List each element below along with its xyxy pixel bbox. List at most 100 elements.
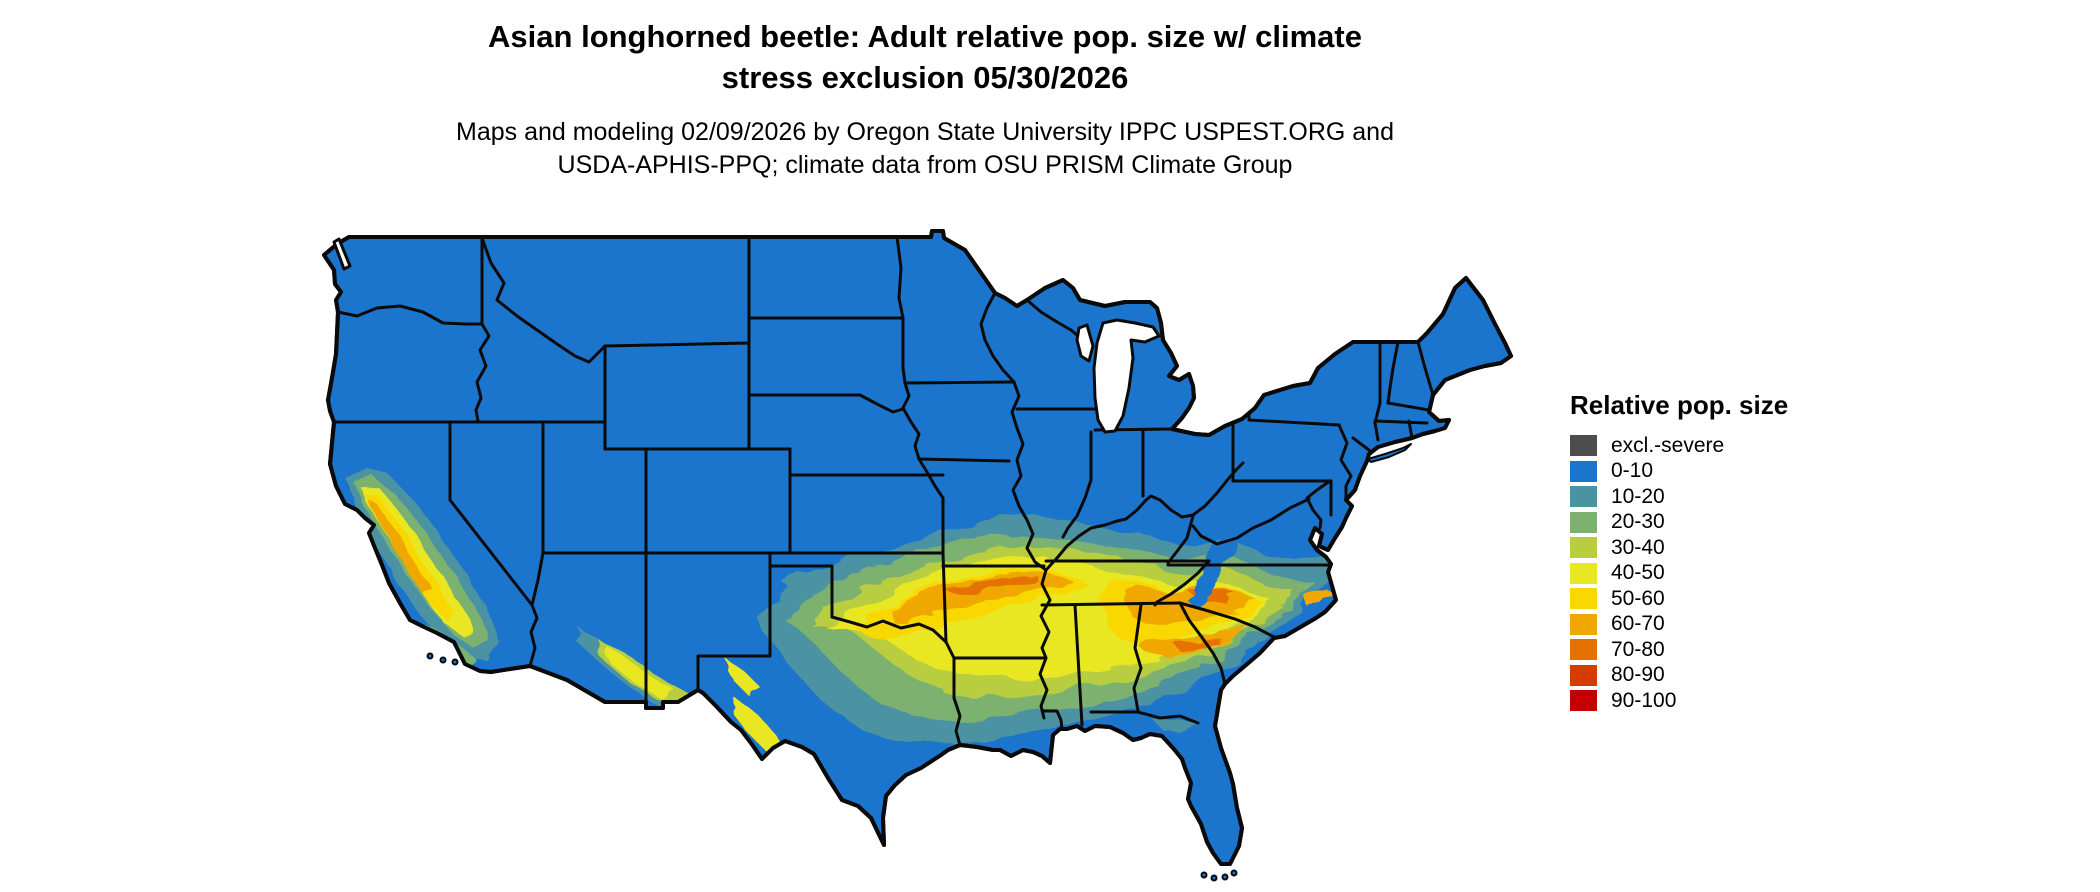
legend-entry: excl.-severe	[1570, 433, 1830, 459]
border-ms-al	[1073, 603, 1084, 727]
band-newmexico-streak	[725, 658, 761, 696]
border-mn-wi	[979, 291, 1016, 384]
legend-entry-label: 40-50	[1611, 561, 1665, 585]
subtitle-line-2: USDA-APHIS-PPQ; climate data from OSU PR…	[557, 151, 1293, 179]
florida-keys-island	[1230, 869, 1238, 877]
border-nh-ma	[1386, 401, 1431, 412]
green-bay	[1075, 323, 1095, 363]
border-nc-sc	[1178, 601, 1276, 639]
legend-entry-label: 50-60	[1611, 586, 1665, 610]
great-lakes	[332, 237, 1161, 434]
border-ky-va	[1166, 514, 1195, 565]
band-70-80-georgia	[1173, 638, 1223, 650]
channel-island	[426, 652, 434, 660]
border-ok-panhandle	[768, 551, 834, 619]
legend-entry-label: 70-80	[1611, 637, 1665, 661]
legend-entry: 90-100	[1570, 688, 1830, 714]
band-north-florida	[1153, 717, 1197, 730]
state-borders	[332, 235, 1435, 747]
border-il-in	[1061, 430, 1093, 539]
border-missouri-river	[901, 381, 945, 500]
title-line-1: Asian longhorned beetle: Adult relative …	[488, 19, 1362, 54]
legend-title: Relative pop. size	[1570, 390, 1789, 420]
legend-entry: 30-40	[1570, 535, 1830, 561]
legend-entry-label: 30-40	[1611, 535, 1665, 559]
legend-swatch	[1570, 690, 1597, 712]
border-nv-az	[530, 551, 545, 607]
band-arizona-yellow	[605, 644, 677, 700]
band-california-orange	[369, 500, 431, 594]
band-60-70-hatteras	[1307, 590, 1335, 608]
us-map-graphic	[322, 229, 1513, 882]
subtitle-line-1: Maps and modeling 02/09/2026 by Oregon S…	[456, 118, 1394, 146]
border-ga-sc	[1178, 601, 1227, 686]
title-line-2: stress exclusion 05/30/2026	[721, 60, 1129, 95]
legend-entry-label: 60-70	[1611, 612, 1665, 636]
border-potomac	[1305, 479, 1332, 530]
border-or-id	[474, 322, 491, 423]
channel-island	[439, 656, 447, 664]
figure-title: Asian longhorned beetle: Adult relative …	[0, 16, 1850, 98]
border-ca-nv	[448, 420, 539, 668]
puget-sound	[332, 237, 352, 271]
legend-swatch	[1570, 435, 1597, 457]
band-70-80-oklahoma	[945, 576, 1041, 596]
legend-entry: 70-80	[1570, 637, 1830, 663]
us-outline	[322, 229, 1513, 866]
legend-entry: 50-60	[1570, 586, 1830, 612]
lake-michigan	[1092, 318, 1161, 434]
band-60-70-oklahoma	[890, 572, 1071, 624]
legend-entry-label: excl.-severe	[1611, 433, 1725, 457]
map-legend: Relative pop. size excl.-severe 0-10 10-20…	[1570, 390, 1830, 714]
border-wa-or	[336, 304, 484, 326]
long-island	[1367, 443, 1412, 463]
border-wv-va	[1191, 497, 1311, 546]
legend-entries: excl.-severe 0-10 10-20 20-30 30-40 40-50 50-6…	[1570, 433, 1830, 714]
border-ks-ok-mo-east	[941, 496, 948, 644]
legend-swatch	[1570, 486, 1597, 508]
channel-island	[451, 658, 459, 666]
legend-swatch	[1570, 664, 1597, 686]
islands	[426, 443, 1412, 882]
legend-entry-label: 10-20	[1611, 484, 1665, 508]
border-lat35	[1040, 601, 1182, 607]
border-ma-ct-ri	[1373, 419, 1429, 425]
legend-entry: 20-30	[1570, 510, 1830, 536]
border-ct-ri	[1407, 419, 1414, 440]
legend-swatch	[1570, 588, 1597, 610]
border-sd-ne	[747, 393, 905, 414]
border-red-river	[830, 615, 948, 644]
border-mn-west	[895, 235, 907, 385]
border-mn-ia	[903, 380, 1016, 385]
legend-swatch	[1570, 562, 1597, 584]
florida-keys-island	[1200, 871, 1208, 879]
legend-swatch	[1570, 537, 1597, 559]
border-fl-north	[1089, 710, 1200, 725]
border-ny-ma-ct	[1373, 401, 1382, 442]
florida-keys-island	[1210, 874, 1218, 882]
border-ohio-river	[1044, 461, 1245, 572]
legend-swatch	[1570, 511, 1597, 533]
border-pa-nj	[1337, 423, 1353, 502]
us-population-map	[305, 228, 1545, 888]
border-me-nh	[1416, 340, 1435, 397]
legend-entry: 10-20	[1570, 484, 1830, 510]
band-appalachian-blue	[1189, 533, 1235, 610]
band-bigbend-yellow	[735, 698, 783, 752]
border-mississippi-river	[1010, 380, 1052, 720]
border-wi-mi	[1025, 298, 1085, 342]
legend-entry-label: 20-30	[1611, 510, 1665, 534]
legend-entry-label: 90-100	[1611, 688, 1677, 712]
figure-subtitle: Maps and modeling 02/09/2026 by Oregon S…	[0, 116, 1850, 182]
band-60-70-georgia	[1137, 622, 1247, 656]
border-tx-la	[944, 640, 962, 747]
border-ny-nj	[1351, 436, 1371, 452]
border-id-mt	[480, 236, 607, 364]
legend-entry: 60-70	[1570, 612, 1830, 638]
border-mt-wy	[603, 341, 751, 348]
legend-swatch	[1570, 613, 1597, 635]
border-vt-nh	[1386, 340, 1400, 405]
border-al-ga	[1132, 603, 1143, 713]
legend-swatch	[1570, 639, 1597, 661]
